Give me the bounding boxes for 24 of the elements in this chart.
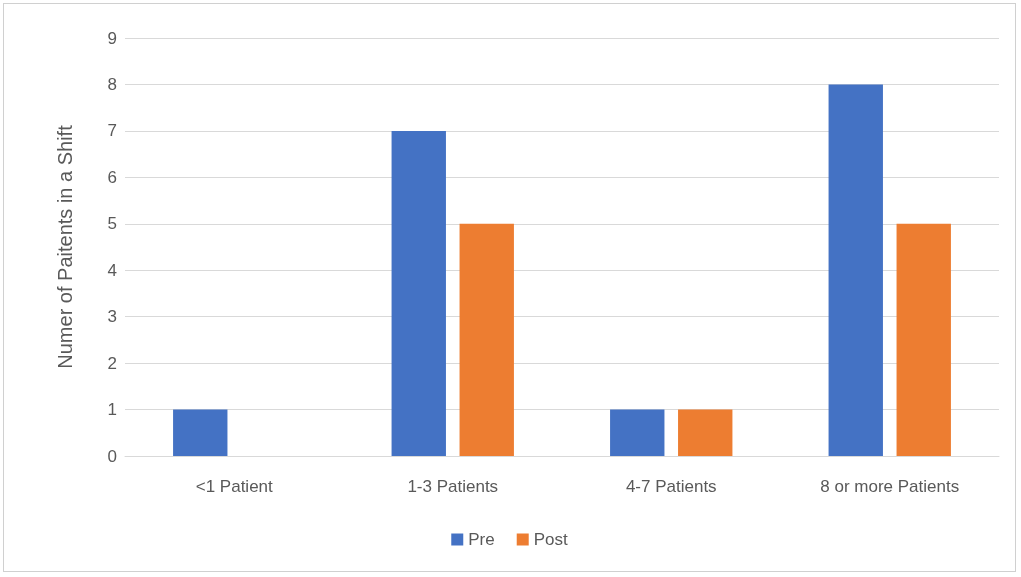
y-tick-label: 8 bbox=[107, 74, 117, 94]
x-tick-label: 1-3 Patients bbox=[407, 477, 499, 496]
y-tick-label: 5 bbox=[107, 214, 117, 234]
y-tick-label: 9 bbox=[107, 28, 117, 48]
bar bbox=[173, 409, 228, 456]
y-tick-label: 2 bbox=[107, 353, 117, 373]
bar bbox=[828, 84, 883, 456]
legend-label: Pre bbox=[468, 530, 495, 549]
y-tick-label: 0 bbox=[107, 446, 117, 466]
x-tick-label: <1 Patient bbox=[195, 477, 274, 496]
x-tick-label: 8 or more Patients bbox=[820, 477, 960, 496]
y-tick-label: 6 bbox=[107, 167, 117, 187]
y-tick-label: 4 bbox=[107, 260, 117, 280]
bar bbox=[678, 409, 733, 456]
bar bbox=[896, 223, 951, 456]
y-axis-title: Numer of Paitents in a Shift bbox=[54, 124, 76, 369]
legend-label: Post bbox=[533, 530, 569, 549]
y-tick-label: 1 bbox=[107, 400, 117, 420]
x-tick-label: 4-7 Patients bbox=[625, 477, 717, 496]
y-tick-label: 3 bbox=[107, 307, 117, 327]
bar bbox=[459, 223, 514, 456]
bar bbox=[610, 409, 665, 456]
bar bbox=[391, 130, 446, 456]
y-tick-label: 7 bbox=[107, 121, 117, 141]
